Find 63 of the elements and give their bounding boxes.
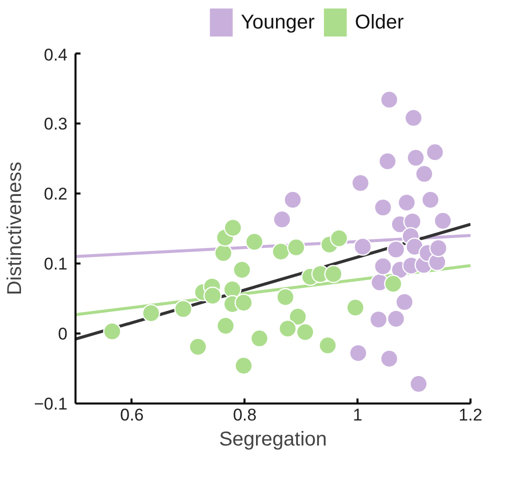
y-tick-label: 0.1 <box>44 254 68 274</box>
point <box>276 288 295 306</box>
point <box>395 292 414 312</box>
legend-label: Older <box>354 12 404 34</box>
point <box>142 304 160 322</box>
point <box>330 229 348 248</box>
point <box>324 264 342 284</box>
point <box>398 194 416 212</box>
point <box>380 90 398 109</box>
point <box>369 310 388 329</box>
point <box>351 174 370 192</box>
point <box>415 164 434 183</box>
point <box>349 344 368 362</box>
point <box>272 242 290 261</box>
point <box>403 212 422 231</box>
point <box>378 152 397 170</box>
point <box>354 238 372 256</box>
point <box>278 320 297 338</box>
point <box>409 374 428 393</box>
point <box>234 356 253 375</box>
point <box>204 286 222 305</box>
point <box>406 148 425 167</box>
point <box>224 218 242 237</box>
point <box>287 238 306 256</box>
point <box>174 300 192 318</box>
point <box>296 323 314 342</box>
point <box>434 212 452 230</box>
x-tick-label: 1 <box>352 406 362 424</box>
point <box>188 338 208 356</box>
y-tick-label: −0.1 <box>34 394 68 414</box>
point <box>284 190 302 209</box>
x-tick-label: 0.6 <box>120 406 144 424</box>
point <box>404 108 423 127</box>
point <box>232 260 252 279</box>
x-tick-label: 0.8 <box>232 406 257 424</box>
point <box>288 308 307 326</box>
point <box>318 336 337 354</box>
y-tick-label: 0.3 <box>44 114 68 134</box>
y-tick-label: 0 <box>58 324 68 344</box>
x-tick-label: 1.2 <box>458 406 482 424</box>
point <box>380 350 398 368</box>
y-tick-label: 0.2 <box>44 184 68 204</box>
point <box>374 257 392 276</box>
point <box>245 232 264 251</box>
legend-label: Younger <box>240 12 315 34</box>
point <box>406 238 424 256</box>
point <box>421 190 440 209</box>
point <box>384 274 402 293</box>
point <box>103 322 122 340</box>
point <box>234 294 253 312</box>
point <box>374 198 392 217</box>
point <box>386 310 406 328</box>
point <box>250 329 269 348</box>
point <box>216 316 235 335</box>
x-axis-title: Segregation <box>219 428 327 450</box>
point <box>214 244 232 262</box>
point <box>429 239 448 258</box>
point <box>426 143 444 162</box>
point <box>386 240 406 259</box>
y-tick-label: 0.4 <box>44 46 68 64</box>
point <box>272 210 292 228</box>
y-axis-title: Distinctiveness <box>4 162 26 296</box>
point <box>346 298 364 317</box>
